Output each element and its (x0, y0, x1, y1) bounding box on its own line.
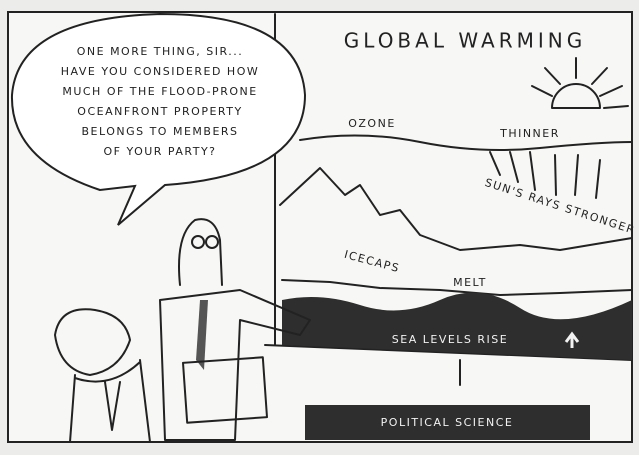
speech-line: OCEANFRONT PROPERTY (77, 105, 242, 118)
board-bottom (264, 344, 633, 361)
politician (54, 308, 151, 443)
sign (305, 405, 590, 440)
speech-line: OF YOUR PARTY? (103, 145, 216, 158)
ray-arrows (489, 151, 601, 199)
sea (282, 292, 632, 360)
melt-label: MELT (453, 276, 487, 289)
speech-line: MUCH OF THE FLOOD-PRONE (62, 85, 257, 98)
sea-label: SEA LEVELS RISE (392, 333, 508, 346)
sun (531, 57, 629, 109)
speech-bubble (10, 12, 307, 226)
presenter (159, 218, 311, 441)
ozone-line (299, 134, 633, 151)
speech-line: HAVE YOU CONSIDERED HOW (61, 65, 259, 78)
board-title: GLOBAL WARMING (344, 29, 586, 53)
mountains (279, 167, 633, 251)
papers (182, 356, 268, 424)
speech-line: BELONGS TO MEMBERS (81, 125, 238, 138)
tie (196, 300, 208, 370)
speech-line: ONE MORE THING, SIR... (77, 45, 244, 58)
ozone-label: OZONE (348, 117, 396, 130)
sign-text: POLITICAL SCIENCE (381, 416, 514, 429)
thinner-label: THINNER (499, 127, 560, 140)
ice-line (281, 279, 633, 296)
rise-arrow (564, 331, 580, 348)
speech-text: ONE MORE THING, SIR... HAVE YOU CONSIDER… (61, 45, 259, 158)
